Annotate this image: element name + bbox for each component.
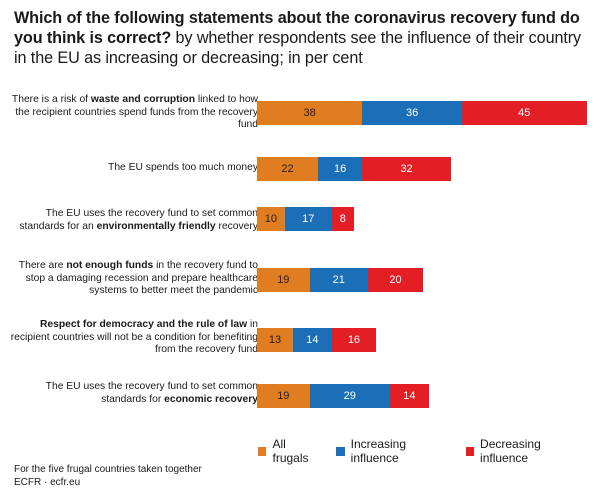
data-label-increasing-influence-3: 17 (302, 213, 315, 225)
category-label-5: Respect for democracy and the rule of la… (8, 319, 258, 357)
category-label-4-part-2: not enough funds (66, 260, 154, 272)
data-label-decreasing-influence-5: 16 (347, 334, 361, 346)
category-label-3: The EU uses the recovery fund to set com… (8, 208, 258, 233)
legend-label-increasing-influence: Increasing influence (350, 437, 407, 465)
category-label-5-part-1: Respect for democracy and the rule of la… (39, 319, 248, 331)
data-label-decreasing-influence-4: 20 (389, 274, 402, 286)
data-label-decreasing-influence-3: 8 (339, 213, 346, 225)
data-label-increasing-influence-1: 36 (405, 107, 419, 119)
category-label-4-part-1: There are (18, 260, 67, 272)
category-label-1-part-2: waste and corruption (90, 94, 196, 106)
data-label-all-frugals-3: 10 (264, 213, 277, 225)
category-label-1: There is a risk of waste and corruption … (8, 94, 258, 132)
bar-decreasing-influence-4: 20 (367, 268, 424, 292)
data-label-all-frugals-1: 38 (303, 107, 316, 119)
data-label-increasing-influence-6: 29 (343, 390, 356, 402)
legend-label-decreasing-influence: Decreasing influence (480, 437, 541, 465)
category-label-4-part-3: in the recovery fund to stop a damaging … (25, 260, 258, 297)
category-label-3-part-1: The EU uses the recovery fund to set com… (19, 208, 258, 232)
data-label-decreasing-influence-6: 14 (403, 390, 416, 402)
bar-increasing-influence-5: 14 (293, 328, 332, 352)
category-label-1-part-1: There is a risk of (11, 94, 91, 106)
data-label-all-frugals-4: 19 (277, 274, 290, 286)
category-label-6: The EU uses the recovery fund to set com… (8, 381, 258, 406)
legend-label-all-frugals: All frugals (272, 437, 309, 465)
legend: All frugals Increasing influence Decreas… (258, 437, 600, 465)
data-label-all-frugals-2: 22 (281, 163, 294, 175)
bar-all-frugals-5: 13 (257, 328, 293, 352)
data-label-increasing-influence-4: 21 (332, 274, 345, 286)
chart-title: Which of the following statements about … (14, 8, 589, 68)
bar-increasing-influence-6: 29 (309, 384, 390, 408)
legend-swatch-increasing-influence (336, 446, 345, 456)
legend-item-increasing-influence: Increasing influence (336, 437, 451, 465)
category-label-6-part-2: economic recovery (164, 394, 258, 405)
chart-title-bold: Which of the following statements about … (14, 9, 580, 47)
bar-increasing-influence-1: 36 (362, 101, 462, 125)
footnote: For the five frugal countries taken toge… (14, 464, 202, 475)
bar-all-frugals-3: 10 (257, 207, 285, 231)
data-label-increasing-influence-5: 14 (306, 334, 319, 346)
bar-increasing-influence-2: 16 (317, 157, 363, 181)
legend-swatch-all-frugals (258, 446, 267, 456)
data-label-all-frugals-5: 13 (268, 334, 282, 346)
data-label-decreasing-influence-1: 45 (518, 107, 531, 119)
category-label-3-part-3: recovery (215, 221, 259, 232)
category-label-5-part-2: in recipient countries will not be a con… (10, 319, 258, 356)
category-label-2: The EU spends too much money (8, 162, 258, 175)
data-label-all-frugals-6: 19 (277, 390, 290, 402)
chart-title-rest: by whether respondents see the influence… (14, 29, 582, 67)
source-credit: ECFR · ecfr.eu (14, 477, 81, 488)
category-label-1-part-3: linked to how the recipient countries sp… (15, 94, 258, 131)
legend-swatch-decreasing-influence (465, 446, 475, 456)
bar-all-frugals-4: 19 (257, 268, 310, 292)
bar-decreasing-influence-1: 45 (461, 101, 587, 125)
bar-all-frugals-2: 22 (257, 157, 318, 181)
bar-decreasing-influence-3: 8 (331, 207, 354, 231)
category-label-3-part-2: environmentally friendly (96, 221, 216, 232)
legend-item-all-frugals: All frugals (258, 437, 322, 465)
data-label-decreasing-influence-2: 32 (400, 163, 413, 175)
legend-item-decreasing-influence: Decreasing influence (465, 437, 586, 465)
bar-decreasing-influence-2: 32 (362, 157, 451, 181)
bar-decreasing-influence-6: 14 (389, 384, 429, 408)
category-label-4: There are not enough funds in the recove… (8, 260, 258, 298)
bar-increasing-influence-4: 21 (309, 268, 368, 292)
bar-all-frugals-6: 19 (257, 384, 310, 408)
bar-decreasing-influence-5: 16 (331, 328, 377, 352)
category-label-6-part-1: The EU uses the recovery fund to set com… (45, 381, 258, 405)
bar-all-frugals-1: 38 (257, 101, 363, 125)
bar-increasing-influence-3: 17 (284, 207, 332, 231)
category-label-2-part-1: The EU spends too much money (108, 161, 258, 173)
data-label-increasing-influence-2: 16 (333, 163, 347, 175)
